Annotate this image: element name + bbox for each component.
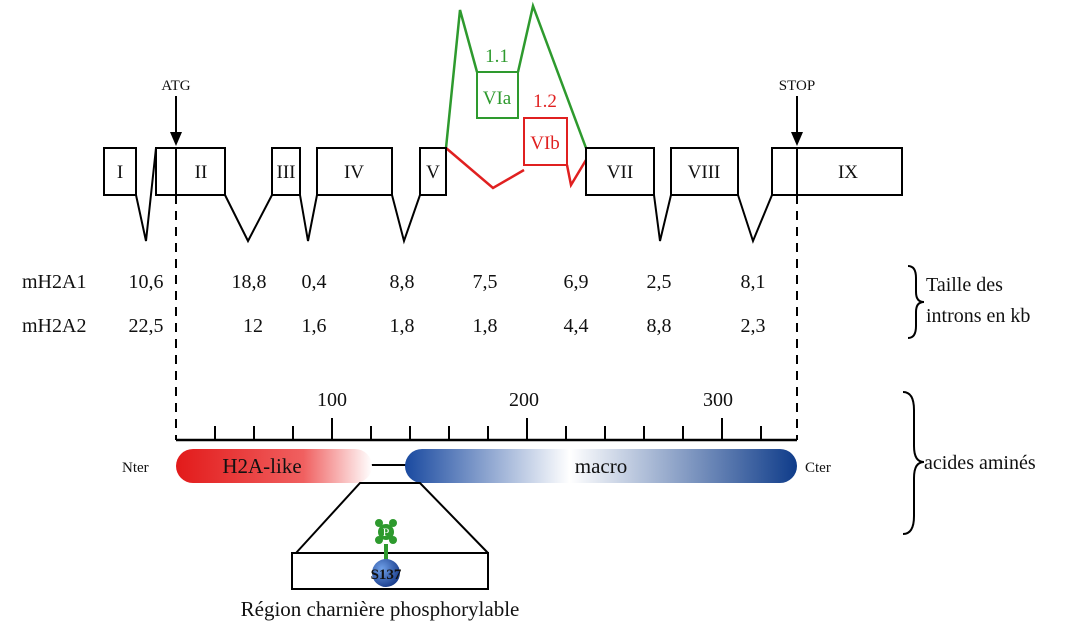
variant-label-1-2: 1.2 bbox=[533, 91, 557, 112]
intron-value: 18,8 bbox=[232, 271, 267, 293]
h2a-like-domain bbox=[176, 449, 372, 483]
amino-acid-brace: acides aminés bbox=[902, 391, 1036, 535]
stop-codon-label: STOP bbox=[779, 78, 815, 94]
exon-label-3: III bbox=[277, 162, 296, 183]
intron-caption-line-1: Taille des bbox=[926, 274, 1003, 296]
exon-8-box bbox=[670, 147, 739, 196]
intron-value: 1,6 bbox=[302, 315, 327, 337]
intron-value: 10,6 bbox=[129, 271, 164, 293]
exon-7-box bbox=[585, 147, 655, 196]
ruler-tick-label-300: 300 bbox=[703, 389, 733, 411]
exon-5-box bbox=[419, 147, 447, 196]
exon-9-box bbox=[771, 147, 903, 196]
intron-value: 2,3 bbox=[741, 315, 766, 337]
exon-labels: I II III IV V VII VIII IX VIa 1.1 VIb 1.… bbox=[117, 46, 858, 183]
stop-codon-arrow: STOP bbox=[779, 78, 815, 146]
exon-label-9: IX bbox=[838, 162, 858, 183]
intron-value: 8,8 bbox=[647, 315, 672, 337]
exon-label-6b: VIb bbox=[530, 133, 560, 154]
exon-4-box bbox=[316, 147, 393, 196]
dashed-guides bbox=[175, 195, 798, 440]
intron-connectors bbox=[135, 147, 773, 245]
n-terminus-label: Nter bbox=[122, 460, 149, 476]
intron-value: 12 bbox=[243, 315, 263, 337]
right-brace-icon bbox=[902, 391, 925, 535]
phosphate-icon bbox=[378, 524, 394, 540]
variant-label-1-1: 1.1 bbox=[485, 46, 509, 67]
exon-label-8: VIII bbox=[688, 162, 721, 183]
start-codon-label: ATG bbox=[161, 78, 190, 94]
exon-6b-box bbox=[523, 117, 568, 166]
intron-value: 2,5 bbox=[647, 271, 672, 293]
alt-splice-red bbox=[445, 147, 588, 190]
hinge-zoom: P S137 Région charnière phosphorylable bbox=[241, 482, 520, 621]
macro-domain bbox=[405, 449, 797, 483]
intron-brace: Taille des introns en kb bbox=[907, 265, 1030, 339]
intron-value: 8,8 bbox=[390, 271, 415, 293]
intron-value: 1,8 bbox=[390, 315, 415, 337]
row-label-mh2a1: mH2A1 bbox=[22, 271, 86, 293]
intron-value: 4,4 bbox=[564, 315, 589, 337]
exon-boxes bbox=[103, 71, 903, 196]
exon-label-4: IV bbox=[344, 162, 364, 183]
exon-label-1: I bbox=[117, 162, 123, 183]
amino-acid-caption: acides aminés bbox=[924, 452, 1036, 474]
alt-splice-green bbox=[444, 1, 588, 149]
down-arrow-icon bbox=[170, 132, 182, 146]
down-arrow-icon bbox=[791, 132, 803, 146]
intron-value: 8,1 bbox=[741, 271, 766, 293]
exon-label-5: V bbox=[426, 162, 440, 183]
right-brace-icon bbox=[907, 265, 925, 339]
exon-label-6a: VIa bbox=[483, 88, 512, 109]
row-label-mh2a2: mH2A2 bbox=[22, 315, 86, 337]
exon-3-box bbox=[271, 147, 301, 196]
hinge-region-caption: Région charnière phosphorylable bbox=[241, 597, 520, 621]
h2a-like-label: H2A-like bbox=[222, 454, 301, 478]
exon-label-2: II bbox=[195, 162, 208, 183]
exon-6a-box bbox=[476, 71, 519, 119]
intron-value: 7,5 bbox=[473, 271, 498, 293]
intron-caption-line-2: introns en kb bbox=[926, 305, 1030, 327]
intron-value: 6,9 bbox=[564, 271, 589, 293]
c-terminus-label: Cter bbox=[805, 460, 831, 476]
intron-value: 0,4 bbox=[302, 271, 327, 293]
protein-bar: H2A-like macro Nter Cter bbox=[122, 449, 831, 483]
exon-2-box bbox=[155, 147, 226, 196]
serine-site-label: S137 bbox=[371, 567, 402, 583]
serine-residue bbox=[372, 559, 400, 587]
amino-acid-ruler: 100 200 300 bbox=[176, 389, 797, 442]
ruler-tick-label-100: 100 bbox=[317, 389, 347, 411]
start-codon-arrow: ATG bbox=[161, 78, 191, 146]
intron-size-table: mH2A1 mH2A2 10,6 18,8 0,4 8,8 7,5 6,9 2,… bbox=[22, 271, 766, 337]
intron-value: 1,8 bbox=[473, 315, 498, 337]
ruler-tick-label-200: 200 bbox=[509, 389, 539, 411]
macro-label: macro bbox=[575, 454, 627, 478]
intron-value: 22,5 bbox=[129, 315, 164, 337]
exon-label-7: VII bbox=[607, 162, 633, 183]
exon-1-box bbox=[103, 147, 137, 196]
phosphate-label: P bbox=[383, 525, 390, 539]
